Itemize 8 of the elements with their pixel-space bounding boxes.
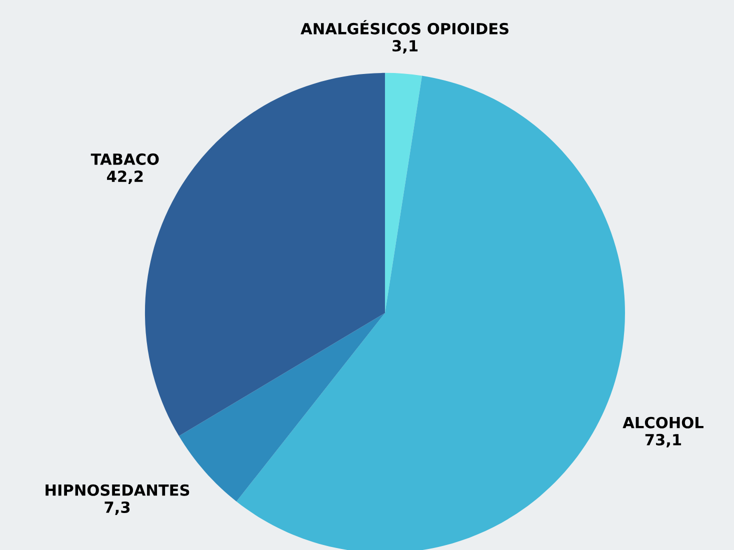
data-label: 73,1	[645, 434, 682, 448]
data-label: 3,1	[392, 40, 418, 54]
slice-label: ANALGÉSICOS OPIOIDES	[300, 20, 508, 34]
data-label: 42,2	[107, 170, 143, 184]
slice-label: ALCOHOL	[622, 416, 704, 428]
data-label: 7,3	[104, 501, 130, 515]
slice-label: TABACO	[90, 153, 159, 165]
slice-label: HIPNOSEDANTES	[46, 484, 190, 496]
